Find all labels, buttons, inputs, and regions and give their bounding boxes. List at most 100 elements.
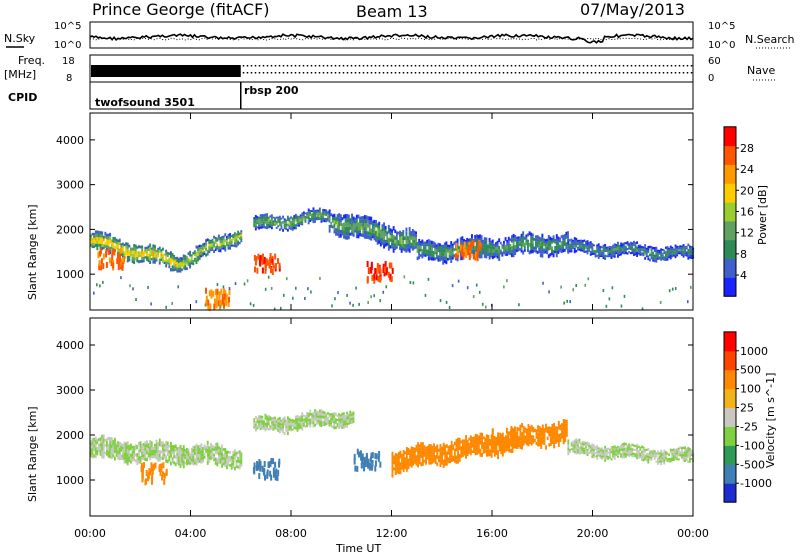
nave-dot: [310, 72, 313, 74]
echo-cell: [648, 245, 651, 249]
echo-cell: [325, 213, 328, 216]
echo-cell: [214, 450, 217, 455]
echo-cell: [344, 218, 347, 223]
echo-cell: [561, 423, 563, 427]
echo-cell: [387, 237, 390, 243]
echo-cell: [631, 450, 634, 453]
echo-patch: [102, 263, 105, 270]
echo-cell: [307, 412, 310, 415]
echo-cell: [674, 450, 677, 453]
echo-cell: [165, 249, 168, 253]
echo-cell: [259, 420, 262, 423]
echo-cell: [91, 245, 94, 249]
echo-cell: [157, 453, 160, 458]
echo-cell: [687, 454, 690, 458]
echo-cell: [179, 460, 182, 465]
echo-cell: [660, 449, 663, 453]
echo-patch: [264, 267, 267, 274]
echo-cell: [91, 237, 94, 241]
echo-cell: [549, 429, 552, 434]
echo-cell: [304, 219, 307, 221]
echo-cell: [458, 437, 461, 442]
nave-dot: [442, 72, 445, 74]
echo-cell: [283, 225, 286, 228]
echo-cell: [672, 456, 675, 459]
echo-cell: [605, 250, 608, 252]
echo-cell: [315, 213, 318, 215]
echo-cell: [661, 254, 664, 257]
echo-cell: [173, 257, 176, 261]
echo-cell: [94, 443, 97, 448]
echo-cell: [608, 245, 611, 248]
echo-cell: [548, 426, 551, 430]
echo-cell: [310, 418, 313, 421]
echo-cell: [592, 253, 595, 255]
echo-cell: [652, 452, 655, 455]
echo-cell: [661, 457, 664, 460]
echo-cell: [618, 244, 621, 248]
echo-cell: [676, 454, 679, 457]
echo-cell: [469, 238, 472, 243]
echo-cell: [650, 253, 653, 257]
echo-cell: [264, 216, 267, 219]
echo-patch: [222, 302, 225, 309]
echo-cell: [101, 231, 104, 235]
echo-cell: [644, 454, 647, 457]
echo-cell: [428, 443, 431, 448]
echo-cell: [666, 255, 669, 259]
echo-cell: [168, 450, 171, 454]
nave-dot: [338, 72, 341, 74]
echo-cell: [501, 246, 504, 250]
nave-dot: [314, 72, 317, 74]
echo-cell: [134, 247, 137, 251]
echo-cell: [501, 251, 504, 255]
echo-patch: [468, 254, 471, 261]
echo-cell: [525, 431, 528, 436]
echo-cell: [645, 254, 648, 256]
echo-cell: [264, 413, 267, 417]
echo-patch: [100, 258, 103, 265]
nave-dot: [318, 72, 321, 74]
nave-dot: [654, 72, 657, 74]
echo-cell: [198, 459, 201, 463]
echo-patch: [367, 458, 370, 465]
echo-cell: [495, 439, 498, 443]
echo-cell: [367, 235, 369, 239]
echo-cell: [359, 232, 361, 237]
echo-cell: [656, 462, 659, 465]
echo-cell: [658, 461, 661, 463]
echo-patch: [98, 260, 101, 267]
echo-cell: [314, 409, 317, 413]
echo-cell: [238, 453, 241, 457]
freq-dot: [242, 65, 245, 67]
echo-cell: [93, 441, 96, 445]
x-tick-label: 00:00: [74, 527, 106, 540]
echo-cell: [206, 440, 209, 445]
echo-cell: [412, 462, 415, 466]
echo-cell: [182, 464, 185, 469]
nave-dot: [426, 72, 429, 74]
echo-cell: [636, 446, 639, 450]
echo-cell: [600, 253, 603, 256]
echo-cell: [315, 211, 318, 214]
echo-cell: [359, 219, 361, 224]
echo-cell: [535, 238, 537, 242]
echo-cell: [402, 449, 405, 454]
echo-patch: [379, 461, 382, 468]
echo-cell: [647, 250, 650, 254]
noise-left-tick-top: 10^5: [54, 21, 81, 32]
near-range-echo: [379, 299, 382, 303]
colorbar-tick-label: -500: [740, 458, 765, 471]
echo-cell: [567, 234, 569, 239]
echo-cell: [479, 234, 481, 239]
near-range-echo: [267, 275, 270, 279]
echo-cell: [485, 247, 488, 252]
echo-patch: [116, 258, 119, 265]
echo-cell: [221, 236, 224, 239]
echo-cell: [661, 460, 664, 463]
echo-cell: [616, 445, 619, 448]
echo-cell: [466, 240, 469, 244]
echo-cell: [270, 427, 273, 430]
echo-cell: [594, 451, 597, 454]
echo-cell: [556, 429, 559, 432]
